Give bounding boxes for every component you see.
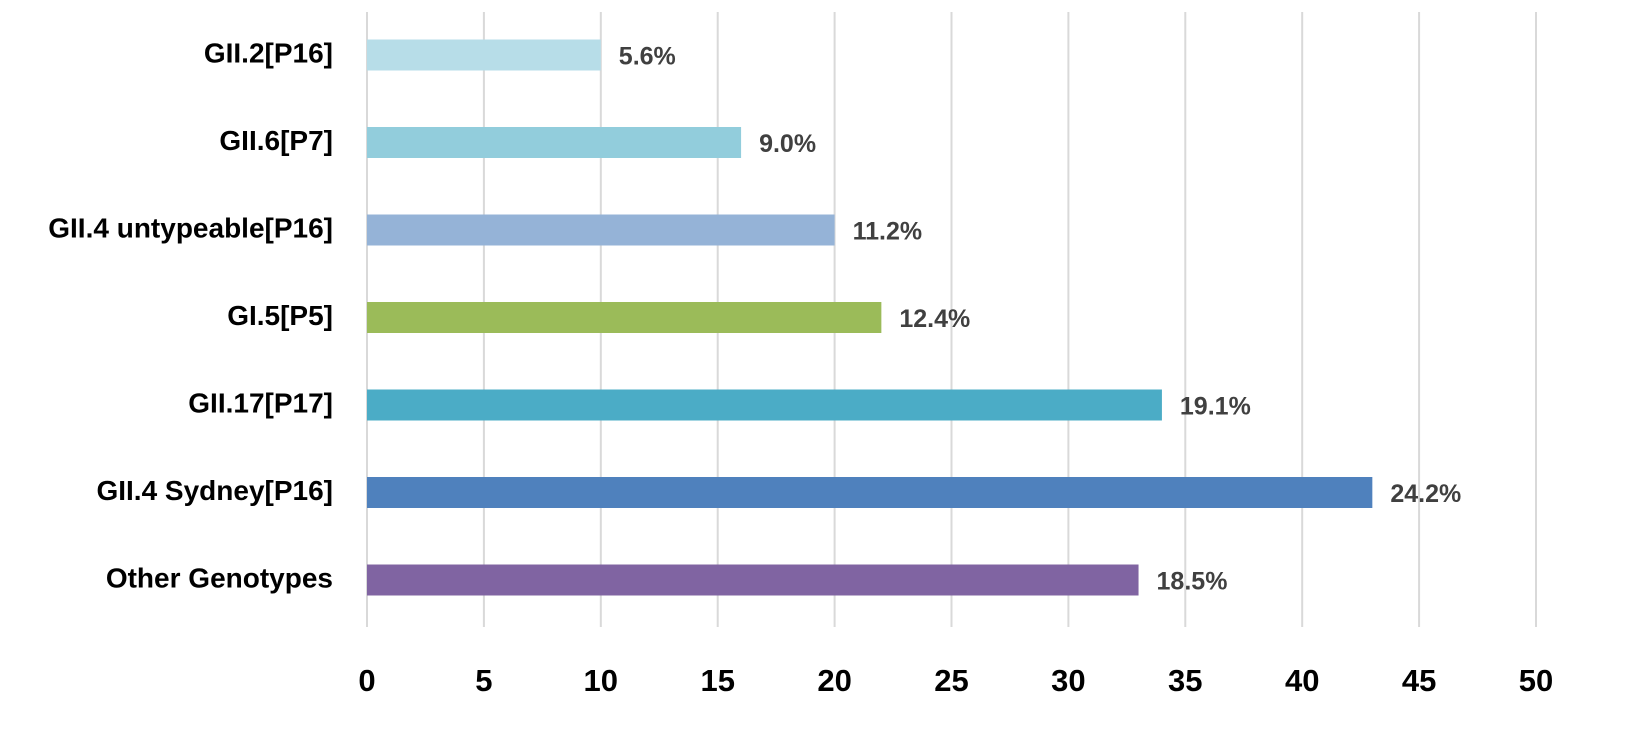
x-tick-label-30: 30: [1051, 663, 1085, 698]
x-tick-label-15: 15: [700, 663, 734, 698]
data-label-6: 18.5%: [1157, 568, 1228, 596]
bar-2: [367, 214, 835, 246]
bar-6: [367, 564, 1139, 596]
x-tick-label-40: 40: [1285, 663, 1319, 698]
data-labels: 5.6% 9.0% 11.2% 12.4% 19.1% 24.2% 18.5%: [619, 43, 1461, 596]
data-label-3: 12.4%: [899, 305, 970, 333]
category-label-4: GII.17[P17]: [188, 387, 333, 418]
x-tick-label-45: 45: [1402, 663, 1436, 698]
data-label-1: 9.0%: [759, 130, 816, 158]
bar-3: [367, 302, 882, 333]
bar-0: [367, 39, 601, 71]
category-axis: GII.2[P16] GII.6[P7] GII.4 untypeable[P16]…: [48, 37, 333, 593]
x-tick-label-50: 50: [1519, 663, 1553, 698]
x-tick-label-20: 20: [817, 663, 851, 698]
category-label-3: GI.5[P5]: [227, 300, 333, 331]
x-tick-label-0: 0: [358, 663, 375, 698]
data-label-5: 24.2%: [1390, 480, 1461, 508]
category-label-2: GII.4 untypeable[P16]: [48, 212, 333, 243]
category-label-1: GII.6[P7]: [219, 125, 333, 156]
data-label-0: 5.6%: [619, 43, 676, 71]
category-label-5: GII.4 Sydney[P16]: [96, 475, 333, 506]
x-tick-label-25: 25: [934, 663, 968, 698]
bar-4: [367, 389, 1162, 421]
x-tick-label-5: 5: [475, 663, 492, 698]
bar-1: [367, 127, 742, 158]
x-tick-label-10: 10: [584, 663, 618, 698]
x-tick-label-35: 35: [1168, 663, 1202, 698]
data-label-4: 19.1%: [1180, 393, 1251, 421]
category-label-6: Other Genotypes: [106, 562, 333, 593]
value-axis: 0 5 10 15 20 25 30 35 40 45 50: [358, 663, 1553, 698]
bars: [367, 39, 1373, 596]
bar-5: [367, 477, 1373, 508]
data-label-2: 11.2%: [853, 218, 923, 246]
category-label-0: GII.2[P16]: [204, 37, 333, 68]
